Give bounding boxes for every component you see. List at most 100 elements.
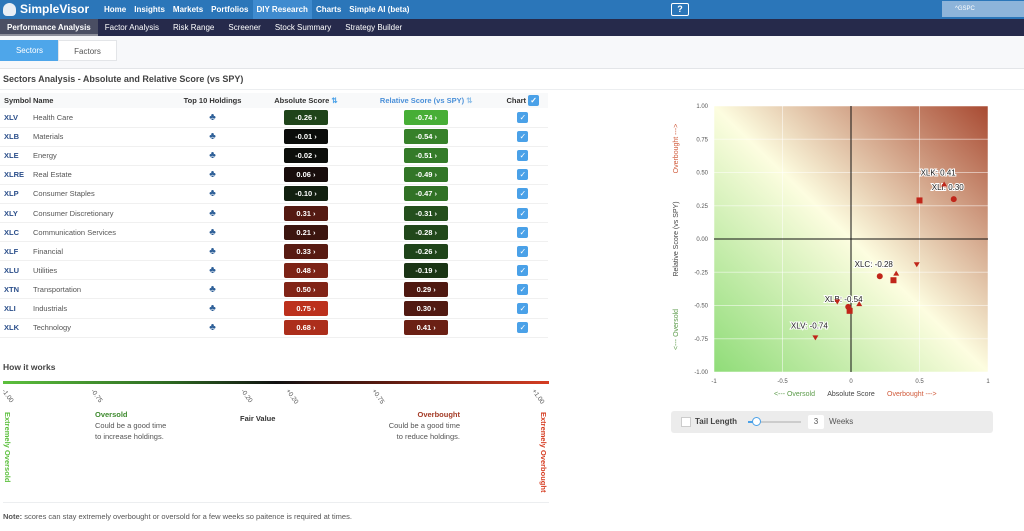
oversold-text: Could be a good time (95, 421, 167, 430)
chart-checkbox[interactable]: ✓ (517, 111, 529, 123)
relative-score-badge[interactable]: -0.54 › (404, 129, 449, 145)
absolute-score-badge[interactable]: 0.50 › (283, 281, 328, 297)
chart-checkbox[interactable]: ✓ (517, 207, 529, 219)
chart-checkbox[interactable]: ✓ (517, 169, 529, 181)
sort-icon[interactable]: ⇅ (331, 96, 338, 105)
header-relative-score[interactable]: Relative Score (vs SPY) ⇅ (354, 93, 498, 108)
point-XLV[interactable] (812, 335, 819, 341)
point-XLI[interactable] (950, 196, 957, 203)
relative-score-badge[interactable]: -0.28 › (404, 224, 449, 240)
subnav-item[interactable]: Stock Summary (274, 23, 332, 32)
absolute-score-badge[interactable]: 0.75 › (283, 300, 328, 316)
holdings-hierarchy-icon[interactable]: ♣ (209, 188, 216, 200)
point-XLB[interactable] (846, 307, 853, 314)
absolute-score-badge[interactable]: 0.33 › (283, 243, 328, 259)
nav-item[interactable]: Charts (315, 5, 342, 14)
point-XLK[interactable] (941, 181, 948, 187)
absolute-score-badge[interactable]: -0.10 › (283, 186, 328, 202)
help-video-icon[interactable]: ? (671, 3, 689, 16)
tab-factors[interactable]: Factors (58, 40, 117, 61)
chart-checkbox[interactable]: ✓ (517, 245, 529, 257)
holdings-hierarchy-icon[interactable]: ♣ (209, 245, 216, 257)
absolute-score-badge[interactable]: -0.02 › (283, 148, 328, 164)
header-absolute-score[interactable]: Absolute Score ⇅ (257, 93, 355, 108)
absolute-score-badge[interactable]: 0.21 › (283, 224, 328, 240)
nav-item[interactable]: DIY Research (252, 0, 312, 19)
weeks-input[interactable]: 3 (808, 415, 824, 429)
chart-checkbox[interactable]: ✓ (517, 150, 529, 162)
point-XLF[interactable] (893, 270, 900, 276)
relative-score-badge[interactable]: -0.74 › (404, 109, 449, 125)
holdings-hierarchy-icon[interactable]: ♣ (209, 302, 216, 314)
relative-score-badge[interactable]: -0.49 › (404, 167, 449, 183)
holdings-hierarchy-icon[interactable]: ♣ (209, 283, 216, 295)
chart-checkbox[interactable]: ✓ (517, 131, 529, 143)
point-XLU[interactable] (913, 262, 920, 268)
holdings-hierarchy-icon[interactable]: ♣ (209, 207, 216, 219)
chart-checkbox[interactable]: ✓ (517, 302, 529, 314)
holdings-hierarchy-icon[interactable]: ♣ (209, 226, 216, 238)
absolute-score-badge[interactable]: 0.68 › (283, 320, 328, 336)
absolute-score-badge[interactable]: -0.26 › (283, 109, 328, 125)
chart-checkbox[interactable]: ✓ (517, 283, 529, 295)
absolute-score-badge[interactable]: 0.06 › (283, 167, 328, 183)
absolute-score-badge[interactable]: 0.31 › (283, 205, 328, 221)
symbol-link[interactable]: XLP (0, 184, 33, 204)
relative-score-badge[interactable]: 0.29 › (404, 281, 449, 297)
symbol-link[interactable]: XTN (0, 279, 33, 300)
subnav-item[interactable]: Risk Range (173, 23, 215, 32)
chart-all-checkbox[interactable]: ✓ (528, 95, 540, 106)
sort-asc-icon[interactable]: ⇅ (466, 96, 473, 105)
point-XLE[interactable] (845, 303, 852, 310)
symbol-link[interactable]: XLU (0, 260, 33, 281)
tab-sectors[interactable]: Sectors (0, 40, 59, 61)
subnav-item[interactable]: Strategy Builder (345, 23, 403, 32)
symbol-link[interactable]: XLI (0, 298, 33, 319)
tail-slider[interactable] (748, 417, 801, 426)
relative-score-badge[interactable]: 0.30 › (404, 300, 449, 316)
nav-item[interactable]: Insights (134, 5, 165, 14)
relative-score-badge[interactable]: -0.19 › (404, 262, 449, 278)
absolute-score-badge[interactable]: -0.01 › (283, 129, 328, 145)
point-XLC[interactable] (876, 273, 883, 280)
chart-checkbox[interactable]: ✓ (517, 188, 529, 200)
symbol-link[interactable]: XLB (0, 127, 33, 147)
chart-checkbox[interactable]: ✓ (517, 264, 529, 276)
chart-checkbox[interactable]: ✓ (517, 322, 529, 334)
relative-score-badge[interactable]: -0.51 › (404, 148, 449, 164)
tail-checkbox[interactable] (681, 417, 691, 427)
holdings-hierarchy-icon[interactable]: ♣ (209, 150, 216, 162)
brand[interactable]: SimpleVisor (20, 2, 90, 16)
nav-item[interactable]: Simple AI (beta) (349, 5, 410, 14)
symbol-link[interactable]: XLV (0, 108, 33, 128)
symbol-link[interactable]: XLE (0, 146, 33, 166)
holdings-hierarchy-icon[interactable]: ♣ (209, 131, 216, 143)
absolute-score-badge[interactable]: 0.48 › (283, 262, 328, 278)
holdings-hierarchy-icon[interactable]: ♣ (209, 111, 216, 123)
nav-item[interactable]: Home (104, 5, 127, 14)
symbol-search-input[interactable]: ^GSPC (942, 1, 1024, 17)
chart-checkbox[interactable]: ✓ (517, 226, 529, 238)
point-XTN[interactable] (916, 197, 923, 204)
slider-handle[interactable] (751, 417, 761, 426)
point-XLP[interactable] (834, 299, 841, 305)
point-XLY[interactable] (890, 277, 897, 284)
subnav-item[interactable]: Screener (228, 23, 261, 32)
point-XLRE[interactable] (856, 301, 863, 307)
relative-score-badge[interactable]: 0.41 › (404, 320, 449, 336)
symbol-link[interactable]: XLRE (0, 165, 33, 185)
relative-score-badge[interactable]: -0.47 › (404, 186, 449, 202)
symbol-link[interactable]: XLF (0, 241, 33, 262)
nav-item[interactable]: Markets (172, 5, 204, 14)
holdings-hierarchy-icon[interactable]: ♣ (209, 169, 216, 181)
relative-score-badge[interactable]: -0.26 › (404, 243, 449, 259)
nav-item[interactable]: Portfolios (211, 5, 249, 14)
symbol-link[interactable]: XLC (0, 222, 33, 243)
holdings-hierarchy-icon[interactable]: ♣ (209, 264, 216, 276)
symbol-link[interactable]: XLK (0, 318, 33, 338)
symbol-link[interactable]: XLY (0, 203, 33, 224)
holdings-hierarchy-icon[interactable]: ♣ (209, 322, 216, 334)
relative-score-badge[interactable]: -0.31 › (404, 205, 449, 221)
subnav-item[interactable]: Factor Analysis (104, 23, 159, 32)
subnav-item[interactable]: Performance Analysis (0, 19, 98, 36)
